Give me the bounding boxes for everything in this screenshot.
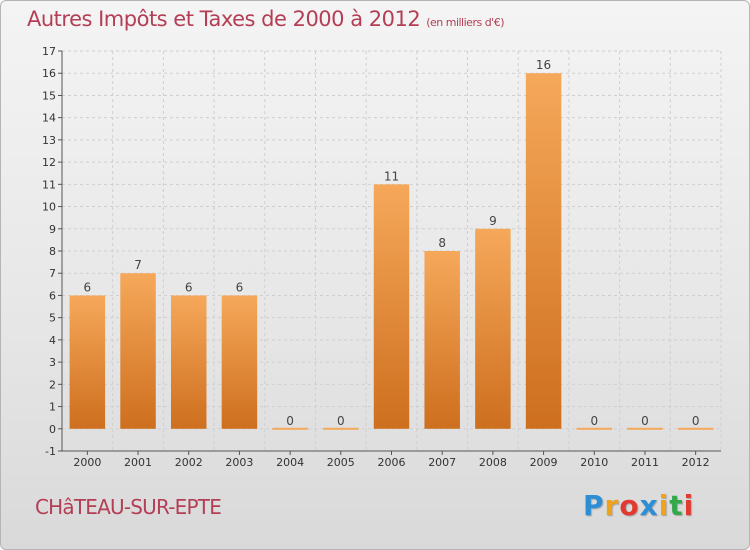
bar-2008	[475, 228, 511, 429]
commune-name: CHâTEAU-SUR-EPTE	[35, 495, 222, 519]
x-tick-label-2007: 2007	[428, 456, 456, 469]
y-tick-label: 14	[42, 112, 56, 125]
logo-letter: o	[619, 489, 640, 522]
y-tick-label: 12	[42, 156, 56, 169]
x-tick-label-2000: 2000	[73, 456, 101, 469]
data-label-2008: 9	[489, 214, 497, 228]
bar-2012	[677, 427, 714, 430]
x-tick-label-2001: 2001	[124, 456, 152, 469]
data-label-2003: 6	[236, 280, 244, 294]
bar-2007	[424, 251, 460, 429]
chart-unit: (en milliers d'€)	[426, 16, 504, 29]
x-tick-label-2006: 2006	[378, 456, 406, 469]
logo-letter: i	[658, 489, 670, 522]
data-label-2011: 0	[641, 414, 649, 428]
x-tick-label-2012: 2012	[682, 456, 710, 469]
data-labels: 6 7 6 6 0 0 11 8 9 16 0 0 0	[84, 58, 700, 428]
x-tick-label-2008: 2008	[479, 456, 507, 469]
y-tick-label: 5	[49, 312, 56, 325]
data-label-2009: 16	[536, 58, 551, 72]
y-tick-label: 6	[49, 289, 56, 302]
bar-2010	[576, 427, 613, 430]
logo-letter: r	[604, 489, 620, 522]
y-tick-label: 10	[42, 201, 56, 214]
data-label-2000: 6	[84, 280, 92, 294]
logo-letter: x	[639, 489, 659, 522]
x-tick-label-2005: 2005	[327, 456, 355, 469]
bars	[69, 73, 714, 430]
data-label-2002: 6	[185, 280, 193, 294]
y-tick-label: 9	[49, 223, 56, 236]
bar-2011	[627, 427, 663, 430]
data-label-2007: 8	[438, 236, 446, 250]
bar-2005	[323, 427, 359, 430]
y-tick-label: 13	[42, 134, 56, 147]
bar-2001	[120, 273, 156, 429]
data-label-2010: 0	[590, 414, 598, 428]
y-tick-label: 3	[49, 356, 56, 369]
bar-2002	[170, 295, 207, 429]
x-tick-label-2003: 2003	[225, 456, 253, 469]
y-tick-label: 4	[49, 334, 56, 347]
y-tick-label: 17	[42, 45, 56, 58]
y-tick-label: 16	[42, 67, 56, 80]
y-tick-label: 8	[49, 245, 56, 258]
logo-letter: P	[583, 489, 605, 522]
proxiti-logo[interactable]: Proxiti	[583, 489, 694, 522]
data-label-2001: 7	[134, 258, 142, 272]
logo-letter: t	[669, 489, 684, 522]
y-tick-label: 7	[49, 267, 56, 280]
y-tick-label: 15	[42, 89, 56, 102]
y-tick-label: 1	[49, 401, 56, 414]
data-label-2005: 0	[337, 414, 345, 428]
bar-2009	[525, 73, 562, 429]
x-tick-label-2011: 2011	[631, 456, 659, 469]
bar-2006	[373, 184, 410, 429]
y-tick-label: 11	[42, 178, 56, 191]
data-label-2006: 11	[384, 169, 399, 183]
y-tick-label: -1	[45, 445, 56, 458]
bar-2003	[221, 295, 258, 429]
x-tick-label-2004: 2004	[276, 456, 304, 469]
x-tick-label-2009: 2009	[530, 456, 558, 469]
data-label-2012: 0	[692, 414, 700, 428]
y-tick-label: 2	[49, 378, 56, 391]
chart-title: Autres Impôts et Taxes de 2000 à 2012 (en…	[27, 7, 504, 31]
data-label-2004: 0	[286, 414, 294, 428]
bar-2000	[69, 295, 106, 429]
bar-2004	[272, 427, 308, 430]
chart-title-text: Autres Impôts et Taxes de 2000 à 2012	[27, 7, 421, 31]
logo-letter: i	[683, 489, 695, 522]
y-tick-label: 0	[49, 423, 56, 436]
x-tick-label-2002: 2002	[175, 456, 203, 469]
x-tick-label-2010: 2010	[580, 456, 608, 469]
